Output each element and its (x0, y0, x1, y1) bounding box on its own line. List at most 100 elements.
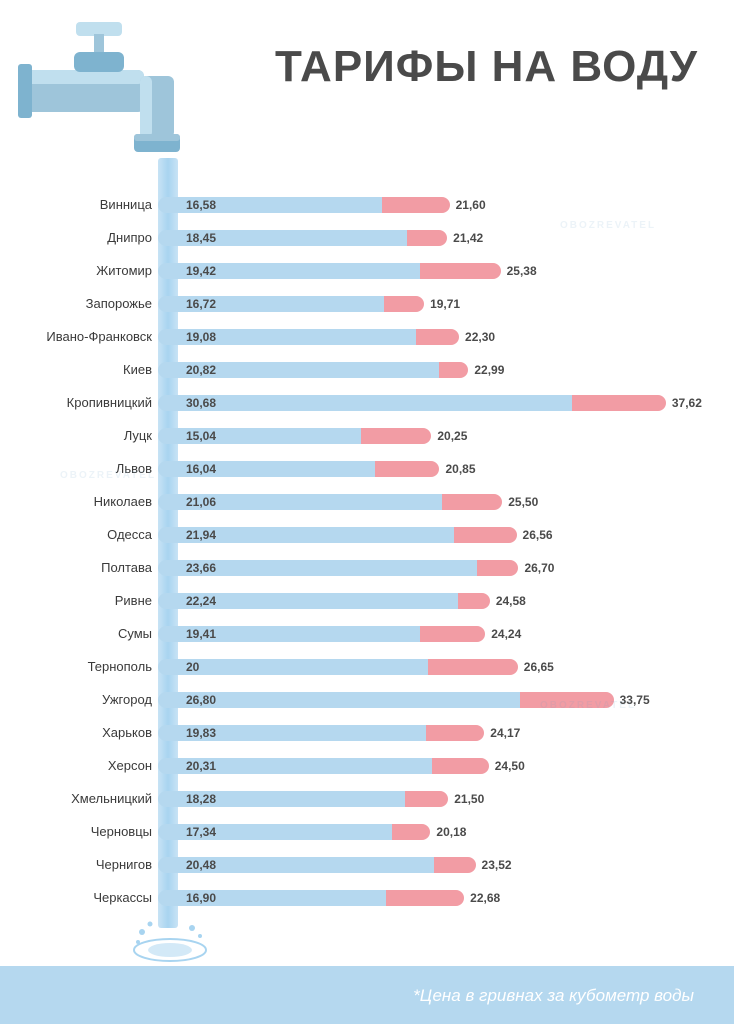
value-low: 21,06 (186, 495, 216, 509)
value-low: 22,24 (186, 594, 216, 608)
chart-row: Полтава23,6626,70 (30, 551, 706, 584)
bar-track: 20,8222,99 (158, 362, 706, 378)
bar-segment-high (520, 692, 614, 708)
value-low: 30,68 (186, 396, 216, 410)
bar-track: 19,08 22,30 (158, 329, 706, 345)
bar-track: 16,58 21,60 (158, 197, 706, 213)
chart-row: Львов 16,04 20,85 (30, 452, 706, 485)
value-high: 21,42 (453, 231, 483, 245)
page-title: ТАРИФЫ НА ВОДУ (275, 42, 698, 92)
city-label: Полтава (30, 560, 158, 575)
city-label: Хмельницкий (30, 791, 158, 806)
value-low: 20,82 (186, 363, 216, 377)
chart-row: Николаев21,0625,50 (30, 485, 706, 518)
bar-segment-high (382, 197, 450, 213)
value-low: 19,08 (186, 330, 216, 344)
value-low: 23,66 (186, 561, 216, 575)
chart-row: Днипро18,4521,42 (30, 221, 706, 254)
city-label: Чернигов (30, 857, 158, 872)
city-label: Черновцы (30, 824, 158, 839)
bar-track: 19,8324,17 (158, 725, 706, 741)
bar-segment-low (158, 395, 572, 411)
city-label: Ивано-Франковск (30, 329, 158, 344)
value-low: 18,45 (186, 231, 216, 245)
infographic-container: ТАРИФЫ НА ВОДУ (0, 0, 734, 1024)
value-low: 21,94 (186, 528, 216, 542)
value-low: 15,04 (186, 429, 216, 443)
chart-row: Сумы19,4124,24 (30, 617, 706, 650)
value-low: 20,48 (186, 858, 216, 872)
bar-track: 16,72 19,71 (158, 296, 706, 312)
chart-row: Ривне22,2424,58 (30, 584, 706, 617)
city-label: Кропивницкий (30, 395, 158, 410)
bar-track: 18,28 21,50 (158, 791, 706, 807)
bar-segment-high (384, 296, 424, 312)
city-label: Ужгород (30, 692, 158, 707)
bar-segment-high (458, 593, 490, 609)
chart-row: Тернополь2026,65 (30, 650, 706, 683)
bar-track: 23,6626,70 (158, 560, 706, 576)
value-high: 33,75 (620, 693, 650, 707)
value-low: 16,58 (186, 198, 216, 212)
chart-row: Луцк15,0420,25 (30, 419, 706, 452)
value-low: 18,28 (186, 792, 216, 806)
value-high: 26,65 (524, 660, 554, 674)
value-low: 16,72 (186, 297, 216, 311)
tariff-bar-chart: Винница16,5821,60Днипро18,4521,42Житомир… (30, 188, 706, 914)
value-high: 37,62 (672, 396, 702, 410)
value-high: 25,38 (507, 264, 537, 278)
chart-row: Запорожье 16,72 19,71 (30, 287, 706, 320)
city-label: Харьков (30, 725, 158, 740)
value-high: 24,17 (490, 726, 520, 740)
value-high: 21,50 (454, 792, 484, 806)
value-high: 20,85 (445, 462, 475, 476)
value-high: 24,24 (491, 627, 521, 641)
value-high: 19,71 (430, 297, 460, 311)
bar-track: 20,3124,50 (158, 758, 706, 774)
city-label: Житомир (30, 263, 158, 278)
chart-row: Одесса21,9426,56 (30, 518, 706, 551)
chart-row: Херсон20,3124,50 (30, 749, 706, 782)
city-label: Луцк (30, 428, 158, 443)
chart-row: Ивано-Франковск 19,08 22,30 (30, 320, 706, 353)
city-label: Винница (30, 197, 158, 212)
value-high: 21,60 (456, 198, 486, 212)
city-label: Одесса (30, 527, 158, 542)
bar-segment-high (375, 461, 440, 477)
chart-row: Житомир 19,42 25,38 (30, 254, 706, 287)
chart-row: Киев20,8222,99 (30, 353, 706, 386)
value-low: 19,42 (186, 264, 216, 278)
city-label: Николаев (30, 494, 158, 509)
city-label: Киев (30, 362, 158, 377)
bar-track: 20,48 23,52 (158, 857, 706, 873)
bar-track: 19,42 25,38 (158, 263, 706, 279)
bar-segment-high (386, 890, 464, 906)
chart-row: Черновцы17,3420,18 (30, 815, 706, 848)
bar-track: 22,24 24,58 (158, 593, 706, 609)
bar-track: 16,9022,68 (158, 890, 706, 906)
bar-segment-high (361, 428, 431, 444)
value-high: 20,18 (436, 825, 466, 839)
chart-row: Черкассы16,9022,68 (30, 881, 706, 914)
bar-segment-high (405, 791, 448, 807)
city-label: Сумы (30, 626, 158, 641)
bar-segment-high (477, 560, 518, 576)
value-high: 24,50 (495, 759, 525, 773)
bar-track: 21,0625,50 (158, 494, 706, 510)
value-low: 16,04 (186, 462, 216, 476)
value-high: 23,52 (482, 858, 512, 872)
city-label: Запорожье (30, 296, 158, 311)
value-high: 22,30 (465, 330, 495, 344)
chart-row: Винница 16,58 21,60 (30, 188, 706, 221)
bar-segment-high (428, 659, 518, 675)
value-low: 16,90 (186, 891, 216, 905)
value-high: 24,58 (496, 594, 526, 608)
city-label: Львов (30, 461, 158, 476)
bar-track: 20 26,65 (158, 659, 706, 675)
bar-segment-high (432, 758, 489, 774)
bar-segment-high (420, 626, 485, 642)
value-low: 20 (186, 660, 199, 674)
bar-segment-high (442, 494, 502, 510)
bar-segment-high (426, 725, 485, 741)
city-label: Черкассы (30, 890, 158, 905)
